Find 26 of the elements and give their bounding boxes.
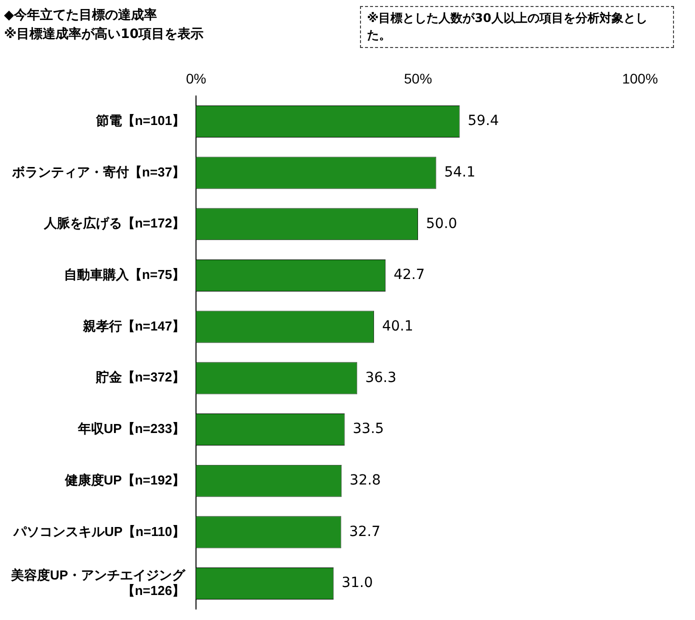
x-tick-label: 0%	[186, 70, 206, 86]
data-label: 36.3	[365, 370, 396, 386]
data-label: 31.0	[342, 575, 373, 592]
y-tick-label: 節電【n=101】	[94, 113, 186, 128]
x-tick-label: 100%	[622, 70, 658, 86]
y-tick-label: 自動車購入【n=75】	[64, 267, 186, 282]
text: ◆今年立てた目標の達成率	[4, 6, 158, 25]
text: ※目標とした人数が30人以上の項目を分析対象とした。	[360, 6, 674, 48]
data-label: 40.1	[382, 318, 414, 334]
y-tick-label: ボランティア・寄付【n=37】	[11, 164, 186, 180]
data-label: 32.7	[349, 524, 380, 540]
y-tick-label: 健康度UP【n=192】	[64, 472, 186, 488]
data-label: 50.0	[426, 216, 458, 232]
data-label: 54.1	[444, 164, 476, 180]
data-label: 32.8	[350, 472, 381, 488]
y-tick-label: 親孝行【n=147】	[82, 318, 186, 334]
data-label: 33.5	[352, 421, 384, 438]
data-label: 59.4	[468, 113, 500, 130]
y-tick-label: 貯金【n=372】	[94, 370, 186, 385]
data-label: 42.7	[394, 267, 425, 284]
y-tick-label: 年収UP【n=233】	[76, 421, 186, 436]
y-tick-label: パソコンスキルUP【n=110】	[12, 524, 186, 539]
x-tick-label: 50%	[404, 70, 432, 86]
chart-subtitle: ※目標達成率が高い10項目を表示	[4, 26, 204, 44]
y-tick-label: 人脈を広げる【n=172】	[42, 216, 186, 231]
y-tick-label: 美容度UP・アンチエイジング【n=126】	[10, 567, 186, 598]
